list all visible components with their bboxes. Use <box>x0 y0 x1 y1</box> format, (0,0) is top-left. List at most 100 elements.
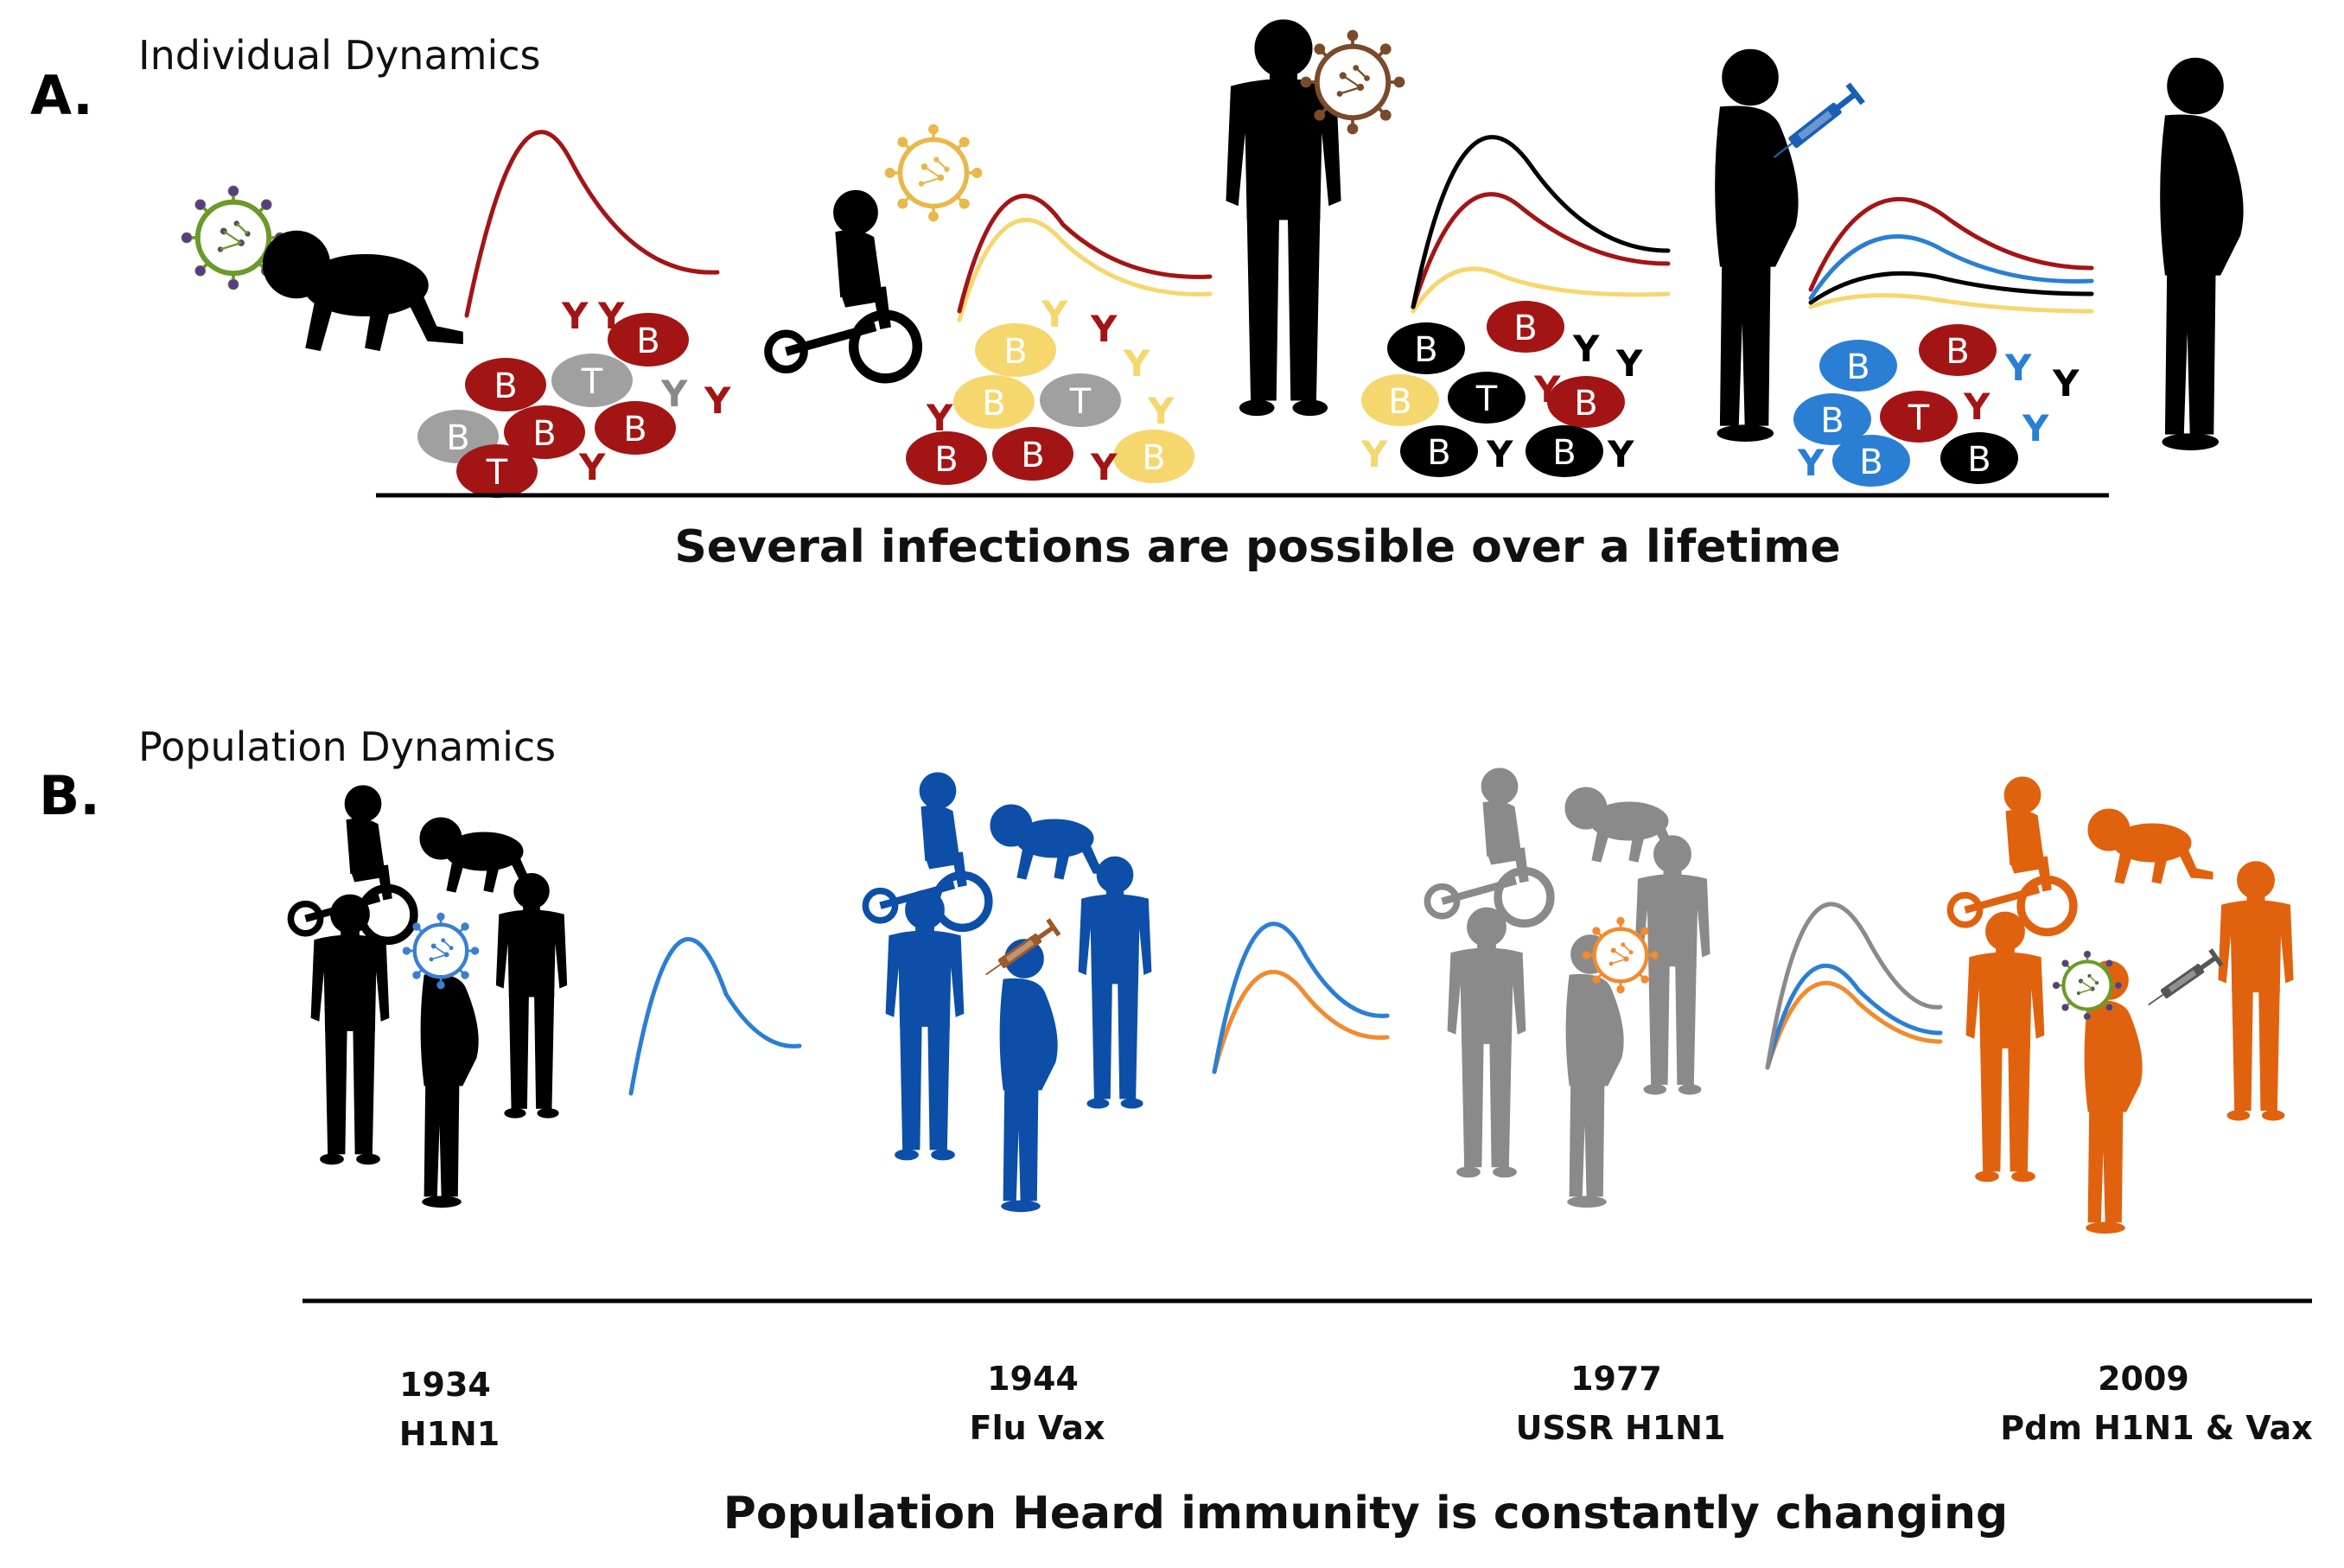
population-curve-grey <box>1765 902 1943 1070</box>
population-group-1977 <box>1427 768 1710 1208</box>
event-label-1944: 1944 Flu Vax <box>970 1360 1105 1447</box>
antibody-curve-primary <box>464 130 720 318</box>
b-cell: B <box>1946 332 1969 372</box>
panel-a-letter: A. <box>30 64 93 127</box>
population-group-2009 <box>1950 777 2294 1234</box>
b-cell: B <box>1967 440 1990 480</box>
virus-icon <box>2051 949 2124 1022</box>
antibody: Y <box>660 373 688 415</box>
event-year: 1934 <box>399 1366 491 1404</box>
elderly-silhouette-icon <box>2160 57 2244 450</box>
b-cell: B <box>1021 436 1044 475</box>
elderly-silhouette-icon <box>999 939 1058 1213</box>
b-cell: B <box>1859 443 1882 482</box>
panel-b-title: Population Dynamics <box>138 723 556 770</box>
cell-cluster-3: B B B T B B B Y Y Y Y Y Y <box>1360 301 1643 477</box>
population-curve-orange <box>1212 969 1390 1074</box>
b-cell: B <box>1513 309 1537 348</box>
antibody: Y <box>1572 328 1600 370</box>
b-cell: B <box>636 322 659 361</box>
baby-icon <box>990 804 1116 880</box>
virus-icon <box>885 124 982 221</box>
b-cell: B <box>1003 332 1027 372</box>
b-cell: B <box>532 414 556 454</box>
cell-cluster-1: B B T B B B T Y Y Y Y Y <box>417 295 731 498</box>
antibody: Y <box>561 295 589 337</box>
t-cell: T <box>1908 398 1930 438</box>
adult-silhouette-icon <box>1447 907 1526 1178</box>
adult-silhouette-icon <box>885 889 965 1161</box>
b-cell: B <box>494 367 517 406</box>
adult-silhouette-icon <box>2218 861 2294 1121</box>
panel-b: B. Population Dynamics <box>39 723 2313 1539</box>
elderly-silhouette-icon <box>1715 48 1799 442</box>
event-description: Flu Vax <box>970 1409 1105 1447</box>
event-description: USSR H1N1 <box>1516 1409 1726 1447</box>
antibody-curve-yellow <box>1808 293 2094 314</box>
t-cell: T <box>1069 382 1092 422</box>
panel-a-caption: Several infections are possible over a l… <box>674 521 1840 573</box>
b-cell: B <box>1574 384 1597 424</box>
event-year: 1944 <box>987 1360 1079 1398</box>
antibody: Y <box>1486 433 1513 475</box>
antibody: Y <box>2004 347 2032 389</box>
b-cell: B <box>1414 330 1437 370</box>
panel-b-letter: B. <box>39 764 100 827</box>
b-cell: B <box>1388 382 1411 422</box>
panel-b-caption: Population Heard immunity is constantly … <box>723 1488 2009 1539</box>
event-description: Pdm H1N1 & Vax <box>2000 1409 2312 1447</box>
b-cell: B <box>1552 433 1576 473</box>
b-cell: B <box>1820 401 1844 441</box>
virus-icon <box>1583 917 1659 993</box>
antibody: Y <box>597 295 625 337</box>
virus-icon <box>1301 30 1404 134</box>
child-tricycle-icon <box>1427 768 1551 924</box>
antibody-curve-red <box>1411 192 1671 309</box>
antibody-curve-yellow <box>1411 266 1671 314</box>
population-group-1934 <box>290 786 568 1208</box>
panel-a: A. Individual Dynamics B B T B B B T Y Y… <box>30 19 2244 573</box>
virus-icon <box>403 913 479 989</box>
b-cell: B <box>1427 433 1450 473</box>
syringe-icon <box>2142 947 2224 1014</box>
b-cell: B <box>1142 438 1165 478</box>
antibody: Y <box>1533 368 1561 411</box>
baby-icon <box>2087 808 2213 884</box>
antibody: Y <box>578 446 606 488</box>
adult-silhouette-icon <box>1965 911 2045 1182</box>
b-cell: B <box>982 384 1005 424</box>
population-group-1944 <box>865 773 1152 1213</box>
antibody: Y <box>704 379 731 422</box>
antibody: Y <box>1797 442 1825 484</box>
panel-a-title: Individual Dynamics <box>138 32 540 79</box>
antibody: Y <box>1615 342 1643 385</box>
antibody-curve-red <box>1808 196 2094 292</box>
antibody: Y <box>1963 386 1990 428</box>
event-label-2009: 2009 Pdm H1N1 & Vax <box>2000 1360 2312 1447</box>
antibody-curve-yellow <box>957 217 1213 322</box>
antibody-curve-blue <box>1808 234 2094 301</box>
event-description: H1N1 <box>399 1415 500 1453</box>
event-label-1977: 1977 USSR H1N1 <box>1516 1360 1726 1447</box>
population-curve-blue <box>628 937 802 1096</box>
adult-silhouette-icon <box>1078 856 1152 1109</box>
antibody: Y <box>1147 390 1175 432</box>
b-cell: B <box>623 410 647 449</box>
antibody-curve-black <box>1808 271 2094 305</box>
population-curve-orange <box>1765 980 1943 1070</box>
antibody-curve-red <box>957 194 1213 314</box>
t-cell: T <box>1475 379 1498 419</box>
t-cell: T <box>581 362 603 402</box>
child-tricycle-icon <box>1950 777 2073 933</box>
antibody: Y <box>926 397 953 439</box>
antibody: Y <box>2022 407 2049 449</box>
cell-cluster-2: B B T B B B Y Y Y Y Y Y <box>906 293 1194 488</box>
cell-cluster-4: B B B T B B Y Y Y Y Y <box>1793 324 2080 487</box>
b-cell: B <box>934 440 958 480</box>
b-cell: B <box>446 418 469 458</box>
antibody: Y <box>1607 433 1634 475</box>
adult-silhouette-icon <box>495 873 568 1119</box>
t-cell: T <box>486 453 508 493</box>
baby-icon <box>262 230 463 352</box>
